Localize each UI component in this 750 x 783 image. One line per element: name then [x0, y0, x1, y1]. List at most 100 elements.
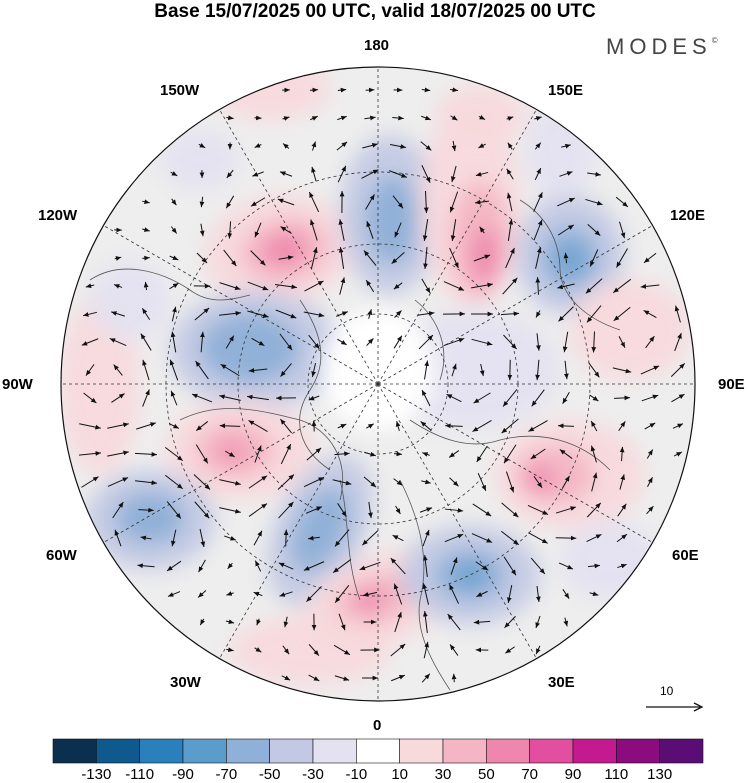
wind-vector-214 — [219, 423, 241, 429]
wind-vector-301 — [308, 535, 320, 541]
wind-vector-49 — [142, 199, 150, 205]
wind-vector-33 — [170, 171, 178, 177]
wind-vector-246 — [503, 444, 517, 464]
map-title: Base 15/07/2025 00 UTC, valid 18/07/2025… — [154, 1, 596, 22]
colorbar-label: 50 — [477, 766, 495, 783]
wind-vector-70 — [199, 223, 205, 237]
lon-label-150w: 150W — [160, 82, 200, 99]
wind-vector-213 — [195, 421, 209, 431]
wind-vector-374 — [308, 674, 320, 682]
wind-vector-1 — [309, 87, 319, 93]
wind-vector-30 — [507, 142, 513, 150]
wind-vector-55 — [308, 191, 320, 213]
wind-vector-360 — [563, 617, 569, 627]
brand-name: MODES — [606, 34, 712, 59]
wind-vector-22 — [282, 143, 290, 149]
wind-vector-245 — [476, 445, 488, 463]
wind-vector-147 — [643, 309, 657, 319]
wind-vector-153 — [200, 331, 205, 353]
wind-vector-341 — [449, 584, 459, 604]
wind-vector-24 — [336, 141, 348, 151]
wind-vector-73 — [280, 226, 292, 234]
wind-vector-31 — [534, 142, 542, 150]
coastlines — [89, 199, 621, 691]
wind-vector-379 — [451, 673, 457, 683]
wind-vector-328 — [558, 562, 574, 570]
wind-vector-267 — [477, 472, 487, 492]
wind-vector-151 — [140, 333, 152, 351]
wind-vector-172 — [113, 364, 123, 376]
coastline-4 — [89, 268, 251, 301]
wind-vector-161 — [418, 334, 434, 350]
wind-vector-226 — [558, 423, 574, 429]
lon-label-90w: 90W — [2, 376, 33, 393]
wind-vector-107 — [113, 284, 123, 289]
wind-vector-322 — [390, 557, 406, 575]
wind-vector-171 — [85, 364, 95, 376]
wind-vector-69 — [170, 226, 178, 234]
wind-vector-177 — [248, 368, 268, 373]
wind-vector-248 — [559, 449, 573, 459]
wind-vector-190 — [83, 392, 97, 404]
wind-vector-228 — [618, 421, 626, 431]
wind-vector-260 — [277, 474, 295, 490]
wind-vector-304 — [392, 534, 404, 542]
wind-vector-85 — [619, 221, 626, 239]
anomaly-blob-17 — [61, 295, 140, 475]
wind-vector-345 — [562, 589, 570, 599]
wind-vector-200 — [446, 393, 462, 403]
wind-vector-297 — [199, 528, 206, 548]
wind-vector-182 — [479, 363, 485, 377]
wind-vector-242 — [394, 451, 402, 457]
wind-vector-115 — [339, 277, 346, 295]
colorbar — [52, 738, 704, 764]
wind-vector-129 — [141, 307, 151, 321]
colorbar-label: 30 — [434, 766, 452, 783]
wind-vector-157 — [308, 334, 320, 350]
wind-vector-185 — [563, 360, 569, 380]
wind-vector-327 — [530, 557, 546, 575]
wind-vector-247 — [530, 448, 546, 460]
wind-vector-133 — [247, 310, 269, 318]
wind-vector-95 — [363, 250, 377, 266]
wind-vector-168 — [618, 336, 626, 348]
anomaly-blob-36 — [230, 615, 390, 685]
polar-map — [60, 66, 696, 702]
wind-vector-13 — [392, 115, 404, 121]
wind-vector-114 — [304, 280, 324, 292]
wind-vector-269 — [533, 475, 543, 489]
wind-vector-127 — [83, 311, 97, 317]
meridian-7 — [219, 383, 379, 659]
wind-vector-160 — [393, 335, 403, 349]
wind-vector-78 — [422, 219, 429, 241]
meridian-8 — [103, 383, 379, 543]
wind-vector-287 — [472, 503, 492, 517]
wind-vector-88 — [169, 255, 179, 261]
wind-vector-215 — [248, 420, 268, 432]
wind-vector-334 — [253, 591, 263, 597]
wind-vector-189 — [670, 363, 686, 377]
wind-vector-292 — [617, 503, 627, 517]
wind-vector-373 — [281, 675, 291, 681]
wind-vector-98 — [449, 247, 459, 269]
wind-vector-207 — [641, 394, 659, 402]
wind-vector-10 — [310, 115, 318, 121]
wind-vector-63 — [533, 192, 543, 212]
wind-vector-158 — [337, 338, 347, 346]
colorbar-swatch-13 — [616, 738, 660, 764]
wind-vector-83 — [557, 224, 575, 236]
wind-vector-112 — [247, 281, 269, 291]
wind-vector-106 — [85, 283, 95, 289]
wind-vector-238 — [280, 443, 292, 465]
wind-vector-314 — [166, 560, 182, 572]
wind-vector-37 — [279, 171, 293, 177]
wind-vector-27 — [420, 141, 432, 151]
colorbar-swatch-3 — [182, 738, 227, 764]
wind-vector-188 — [640, 365, 660, 375]
wind-vector-279 — [248, 503, 268, 517]
wind-vector-165 — [536, 333, 541, 351]
wind-vector-252 — [673, 451, 683, 457]
wind-vector-369 — [449, 644, 459, 656]
wind-vector-176 — [220, 363, 240, 377]
lon-label-0: 0 — [373, 717, 382, 734]
